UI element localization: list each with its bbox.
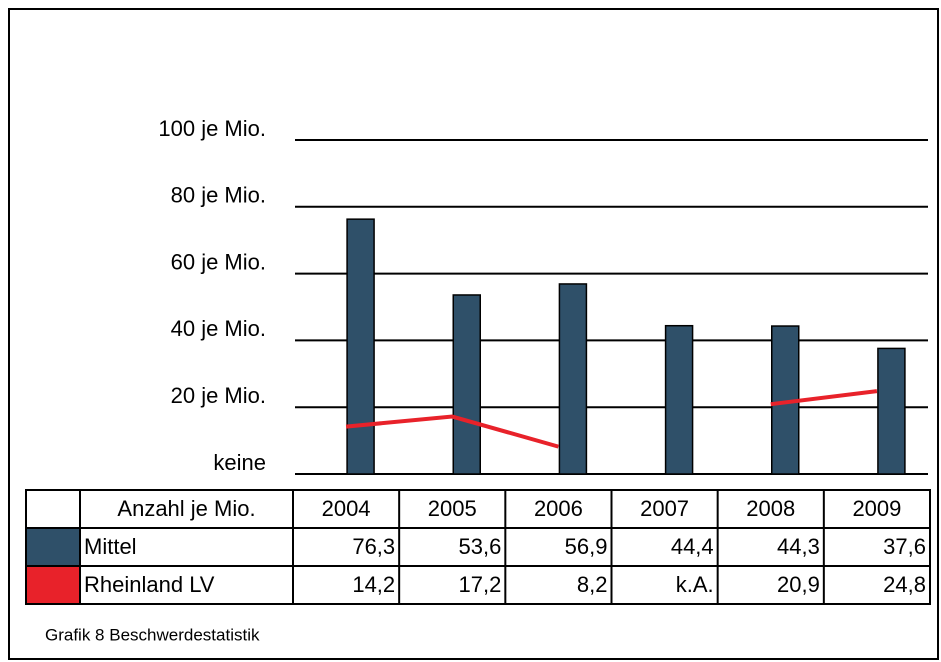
value-label: 14,2 [352, 572, 395, 597]
x-tick-label: 2004 [322, 496, 371, 521]
y-tick-label: 20 je Mio. [171, 383, 266, 408]
y-tick-label: 40 je Mio. [171, 316, 266, 341]
table-border [25, 489, 931, 605]
value-label: 76,3 [352, 534, 395, 559]
y-tick-label: 80 je Mio. [171, 183, 266, 208]
bar [346, 218, 375, 475]
legend-label: Rheinland LV [84, 572, 215, 597]
legend-label: Mittel [84, 534, 137, 559]
caption: Grafik 8 Beschwerdestatistik [45, 625, 260, 644]
value-label: 44,4 [671, 534, 714, 559]
bar [877, 347, 906, 475]
bar [452, 294, 481, 475]
y-tick-label: keine [213, 450, 266, 475]
value-label: 24,8 [883, 572, 926, 597]
x-tick-label: 2005 [428, 496, 477, 521]
x-tick-label: 2007 [640, 496, 689, 521]
bar [664, 324, 694, 475]
x-tick-label: 2009 [852, 496, 901, 521]
bar [558, 283, 588, 475]
value-label: 8,2 [577, 572, 608, 597]
value-label: k.A. [676, 572, 714, 597]
value-label: 37,6 [883, 534, 926, 559]
value-label: 44,3 [777, 534, 820, 559]
y-tick-label: 100 je Mio. [158, 116, 266, 141]
line [345, 389, 878, 449]
value-label: 20,9 [777, 572, 820, 597]
x-tick-label: 2008 [746, 496, 795, 521]
legend-swatch [27, 529, 79, 565]
y-tick-label: 60 je Mio. [171, 249, 266, 274]
value-label: 53,6 [459, 534, 502, 559]
value-label: 56,9 [565, 534, 608, 559]
x-tick-label: 2006 [534, 496, 583, 521]
table-header: Anzahl je Mio. [117, 496, 255, 521]
value-label: 17,2 [459, 572, 502, 597]
legend-swatch [27, 567, 79, 603]
